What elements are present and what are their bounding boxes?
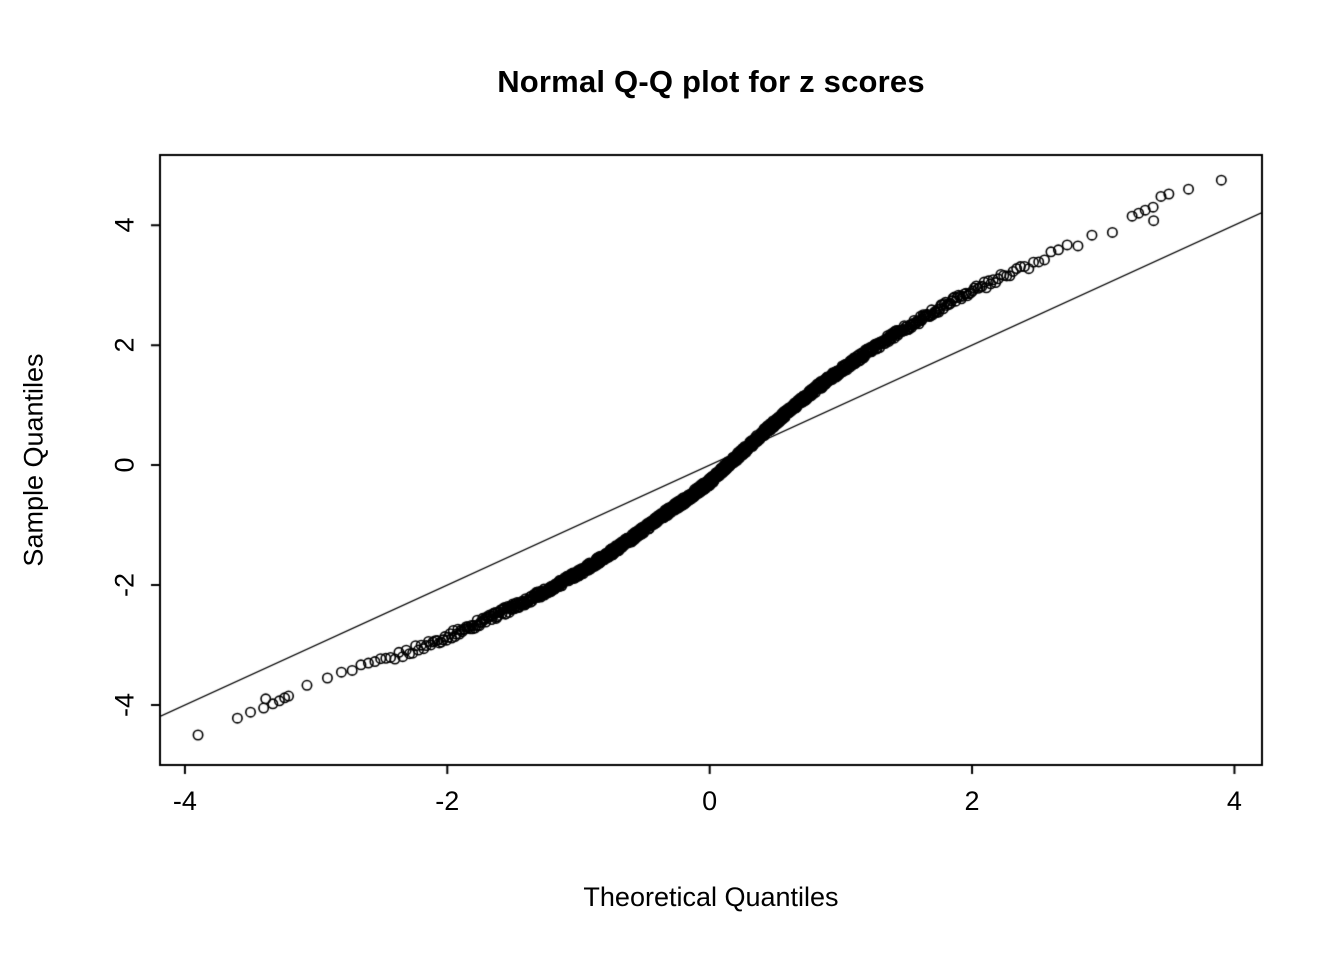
y-tick-label: 2 xyxy=(109,337,140,353)
y-tick-label: -4 xyxy=(109,693,140,718)
x-tick-label: -4 xyxy=(172,786,197,816)
y-tick-label: -2 xyxy=(109,573,140,598)
y-axis-label: Sample Quantiles xyxy=(18,353,49,567)
x-axis-label: Theoretical Quantiles xyxy=(583,882,839,912)
x-tick-label: 2 xyxy=(964,786,980,816)
y-tick-label: 4 xyxy=(109,217,140,233)
x-tick-label: 0 xyxy=(702,786,718,816)
chart-title: Normal Q-Q plot for z scores xyxy=(497,64,925,99)
y-tick-label: 0 xyxy=(109,457,140,473)
x-tick-label: -2 xyxy=(435,786,460,816)
x-tick-label: 4 xyxy=(1226,786,1242,816)
